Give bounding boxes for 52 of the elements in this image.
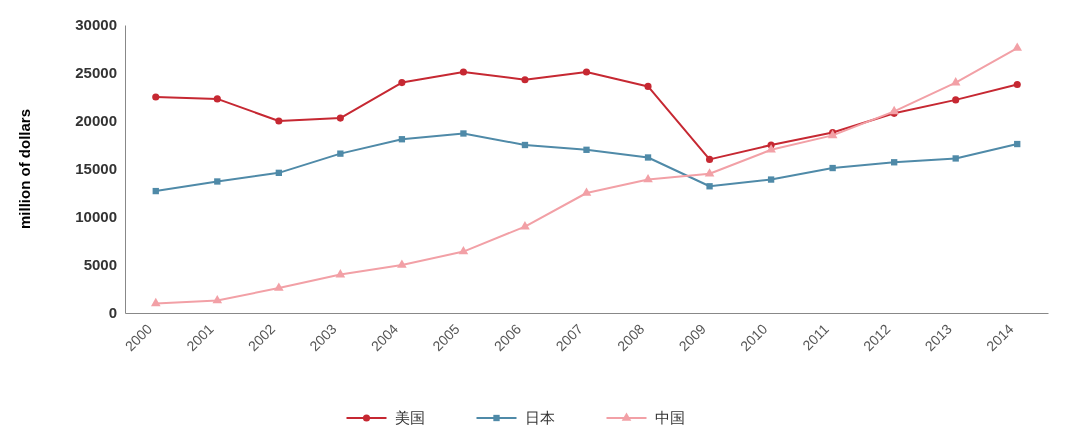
point (275, 169, 282, 176)
point (152, 187, 159, 195)
y-tick-label: 15000 (75, 160, 117, 178)
point (335, 269, 346, 278)
legend-label: 美国 (394, 409, 425, 427)
point (521, 76, 529, 84)
point (214, 178, 221, 185)
point (766, 144, 776, 153)
y-axis-title: million of dollars (16, 108, 33, 230)
point (213, 95, 221, 103)
point (212, 294, 223, 304)
y-tick-label: 5000 (83, 256, 117, 274)
point (582, 68, 591, 76)
point (336, 114, 344, 122)
point (275, 117, 283, 125)
point (1013, 80, 1021, 89)
point (274, 282, 284, 291)
point (644, 82, 652, 90)
point (458, 246, 469, 255)
point (460, 130, 467, 137)
point (704, 168, 715, 177)
y-tick-label: 30000 (75, 16, 117, 34)
point (767, 176, 775, 183)
point (397, 259, 407, 268)
point (583, 146, 590, 153)
legend-label: 中国 (654, 409, 685, 427)
point (1014, 140, 1021, 148)
y-tick-label: 20000 (75, 112, 117, 130)
point (398, 79, 406, 87)
point (398, 136, 406, 143)
point (337, 150, 344, 157)
y-tick-label: 10000 (75, 208, 117, 226)
point (889, 105, 899, 115)
point (891, 159, 898, 166)
point (644, 154, 652, 161)
y-tick-label: 0 (108, 304, 117, 322)
point (706, 155, 714, 163)
point (706, 183, 713, 190)
point (950, 77, 961, 86)
point (152, 93, 160, 101)
y-tick-label: 25000 (75, 64, 117, 82)
point (150, 297, 161, 307)
point (520, 221, 530, 230)
point (521, 141, 529, 149)
legend-label: 日本 (524, 409, 555, 427)
point (952, 155, 959, 162)
point (829, 164, 836, 172)
point (952, 96, 960, 104)
point (1012, 42, 1023, 51)
point (643, 174, 653, 183)
point (459, 68, 467, 76)
point (581, 187, 592, 196)
